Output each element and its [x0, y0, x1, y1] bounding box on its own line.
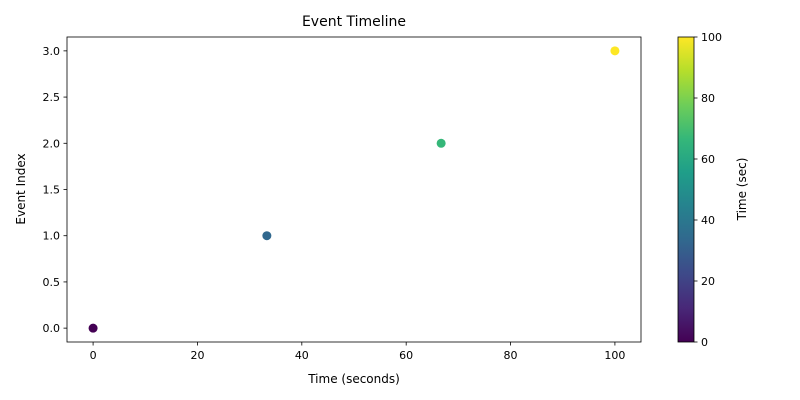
colorbar: 0 20 40 60 80 100 Time (sec)	[677, 31, 749, 349]
colorbar-tick-label: 100	[701, 31, 722, 44]
colorbar-label: Time (sec)	[735, 158, 749, 222]
colorbar-tick-label: 0	[701, 336, 708, 349]
colorbar-tick-label: 80	[701, 92, 715, 105]
y-tick-label: 1.0	[43, 230, 61, 243]
data-point	[88, 323, 98, 333]
y-tick-label: 0.0	[43, 322, 61, 335]
chart-title: Event Timeline	[302, 14, 406, 30]
data-point	[610, 46, 620, 56]
y-axis-ticks: 0.0 0.5 1.0 1.5 2.0 2.5 3.0	[43, 45, 67, 335]
y-axis-label: Event Index	[14, 153, 28, 224]
x-axis-label: Time (seconds)	[307, 372, 400, 386]
colorbar-gradient	[677, 36, 695, 343]
x-tick-label: 40	[295, 349, 309, 362]
y-tick-label: 2.5	[43, 91, 61, 104]
data-point	[436, 138, 446, 148]
data-point	[262, 231, 272, 241]
plot-area	[66, 36, 642, 343]
y-tick-label: 3.0	[43, 45, 61, 58]
data-points	[88, 46, 620, 333]
y-tick-label: 1.5	[43, 184, 61, 197]
x-tick-label: 80	[504, 349, 518, 362]
x-tick-label: 100	[604, 349, 625, 362]
y-tick-label: 0.5	[43, 276, 61, 289]
x-tick-label: 0	[90, 349, 97, 362]
colorbar-tick-label: 60	[701, 153, 715, 166]
plot-frame	[66, 36, 642, 343]
colorbar-tick-label: 20	[701, 275, 715, 288]
x-axis-ticks: 0 20 40 60 80 100	[90, 342, 625, 362]
colorbar-tick-label: 40	[701, 214, 715, 227]
x-tick-label: 60	[399, 349, 413, 362]
colorbar-ticks: 0 20 40 60 80 100	[694, 31, 722, 349]
y-tick-label: 2.0	[43, 137, 61, 150]
x-tick-label: 20	[190, 349, 204, 362]
